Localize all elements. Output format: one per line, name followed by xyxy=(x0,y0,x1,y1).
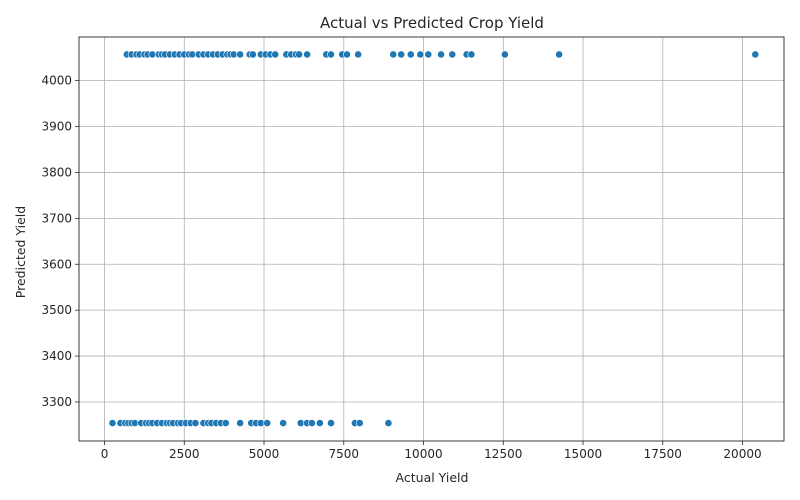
data-point xyxy=(221,419,230,427)
x-tick-label: 20000 xyxy=(723,447,761,461)
x-tick-label: 2500 xyxy=(169,447,200,461)
grid-lines xyxy=(79,37,784,441)
data-point xyxy=(448,50,457,59)
y-axis-title: Predicted Yield xyxy=(13,206,28,298)
y-tick-label: 3900 xyxy=(41,120,72,134)
data-point xyxy=(279,419,288,427)
y-tick-label: 3800 xyxy=(41,165,72,179)
data-point xyxy=(416,50,425,59)
data-point xyxy=(343,50,351,59)
data-point xyxy=(354,50,363,59)
data-point xyxy=(263,419,272,427)
data-point xyxy=(327,50,335,59)
axis-ticks: 0 2500 5000 7500 10000 12500 15000 17500 20000 33… xyxy=(41,74,761,461)
data-point xyxy=(406,50,415,59)
data-point xyxy=(751,50,760,59)
y-tick-label: 4000 xyxy=(41,74,72,88)
data-point xyxy=(108,419,117,427)
data-point xyxy=(555,50,564,59)
x-tick-label: 10000 xyxy=(404,447,442,461)
y-tick-label: 3700 xyxy=(41,211,72,225)
data-point xyxy=(248,50,257,59)
y-tick-label: 3600 xyxy=(41,257,72,271)
y-tick-label: 3400 xyxy=(41,349,72,363)
data-point xyxy=(424,50,433,59)
data-point xyxy=(467,50,476,59)
x-tick-label: 15000 xyxy=(564,447,602,461)
data-point xyxy=(384,419,393,427)
data-point xyxy=(437,50,445,59)
plot-frame xyxy=(78,36,785,442)
data-point xyxy=(295,50,304,59)
x-tick-label: 17500 xyxy=(644,447,682,461)
data-point xyxy=(315,419,324,427)
x-axis-title: Actual Yield xyxy=(396,470,469,485)
y-tick-label: 3500 xyxy=(41,303,72,317)
data-point xyxy=(327,419,335,427)
data-point xyxy=(500,50,509,59)
data-point xyxy=(236,419,244,427)
x-tick-label: 0 xyxy=(101,447,109,461)
data-point xyxy=(355,419,364,427)
x-tick-label: 7500 xyxy=(329,447,360,461)
chart-title: Actual vs Predicted Crop Yield xyxy=(320,14,544,32)
data-point xyxy=(389,50,398,59)
data-points xyxy=(108,50,760,427)
data-point xyxy=(303,50,311,59)
x-tick-label: 12500 xyxy=(484,447,522,461)
data-point xyxy=(236,50,244,59)
x-tick-label: 5000 xyxy=(249,447,280,461)
data-point xyxy=(307,419,316,427)
data-point xyxy=(271,50,280,59)
data-point xyxy=(397,50,406,59)
y-tick-label: 3300 xyxy=(41,395,72,409)
data-point xyxy=(191,419,200,427)
